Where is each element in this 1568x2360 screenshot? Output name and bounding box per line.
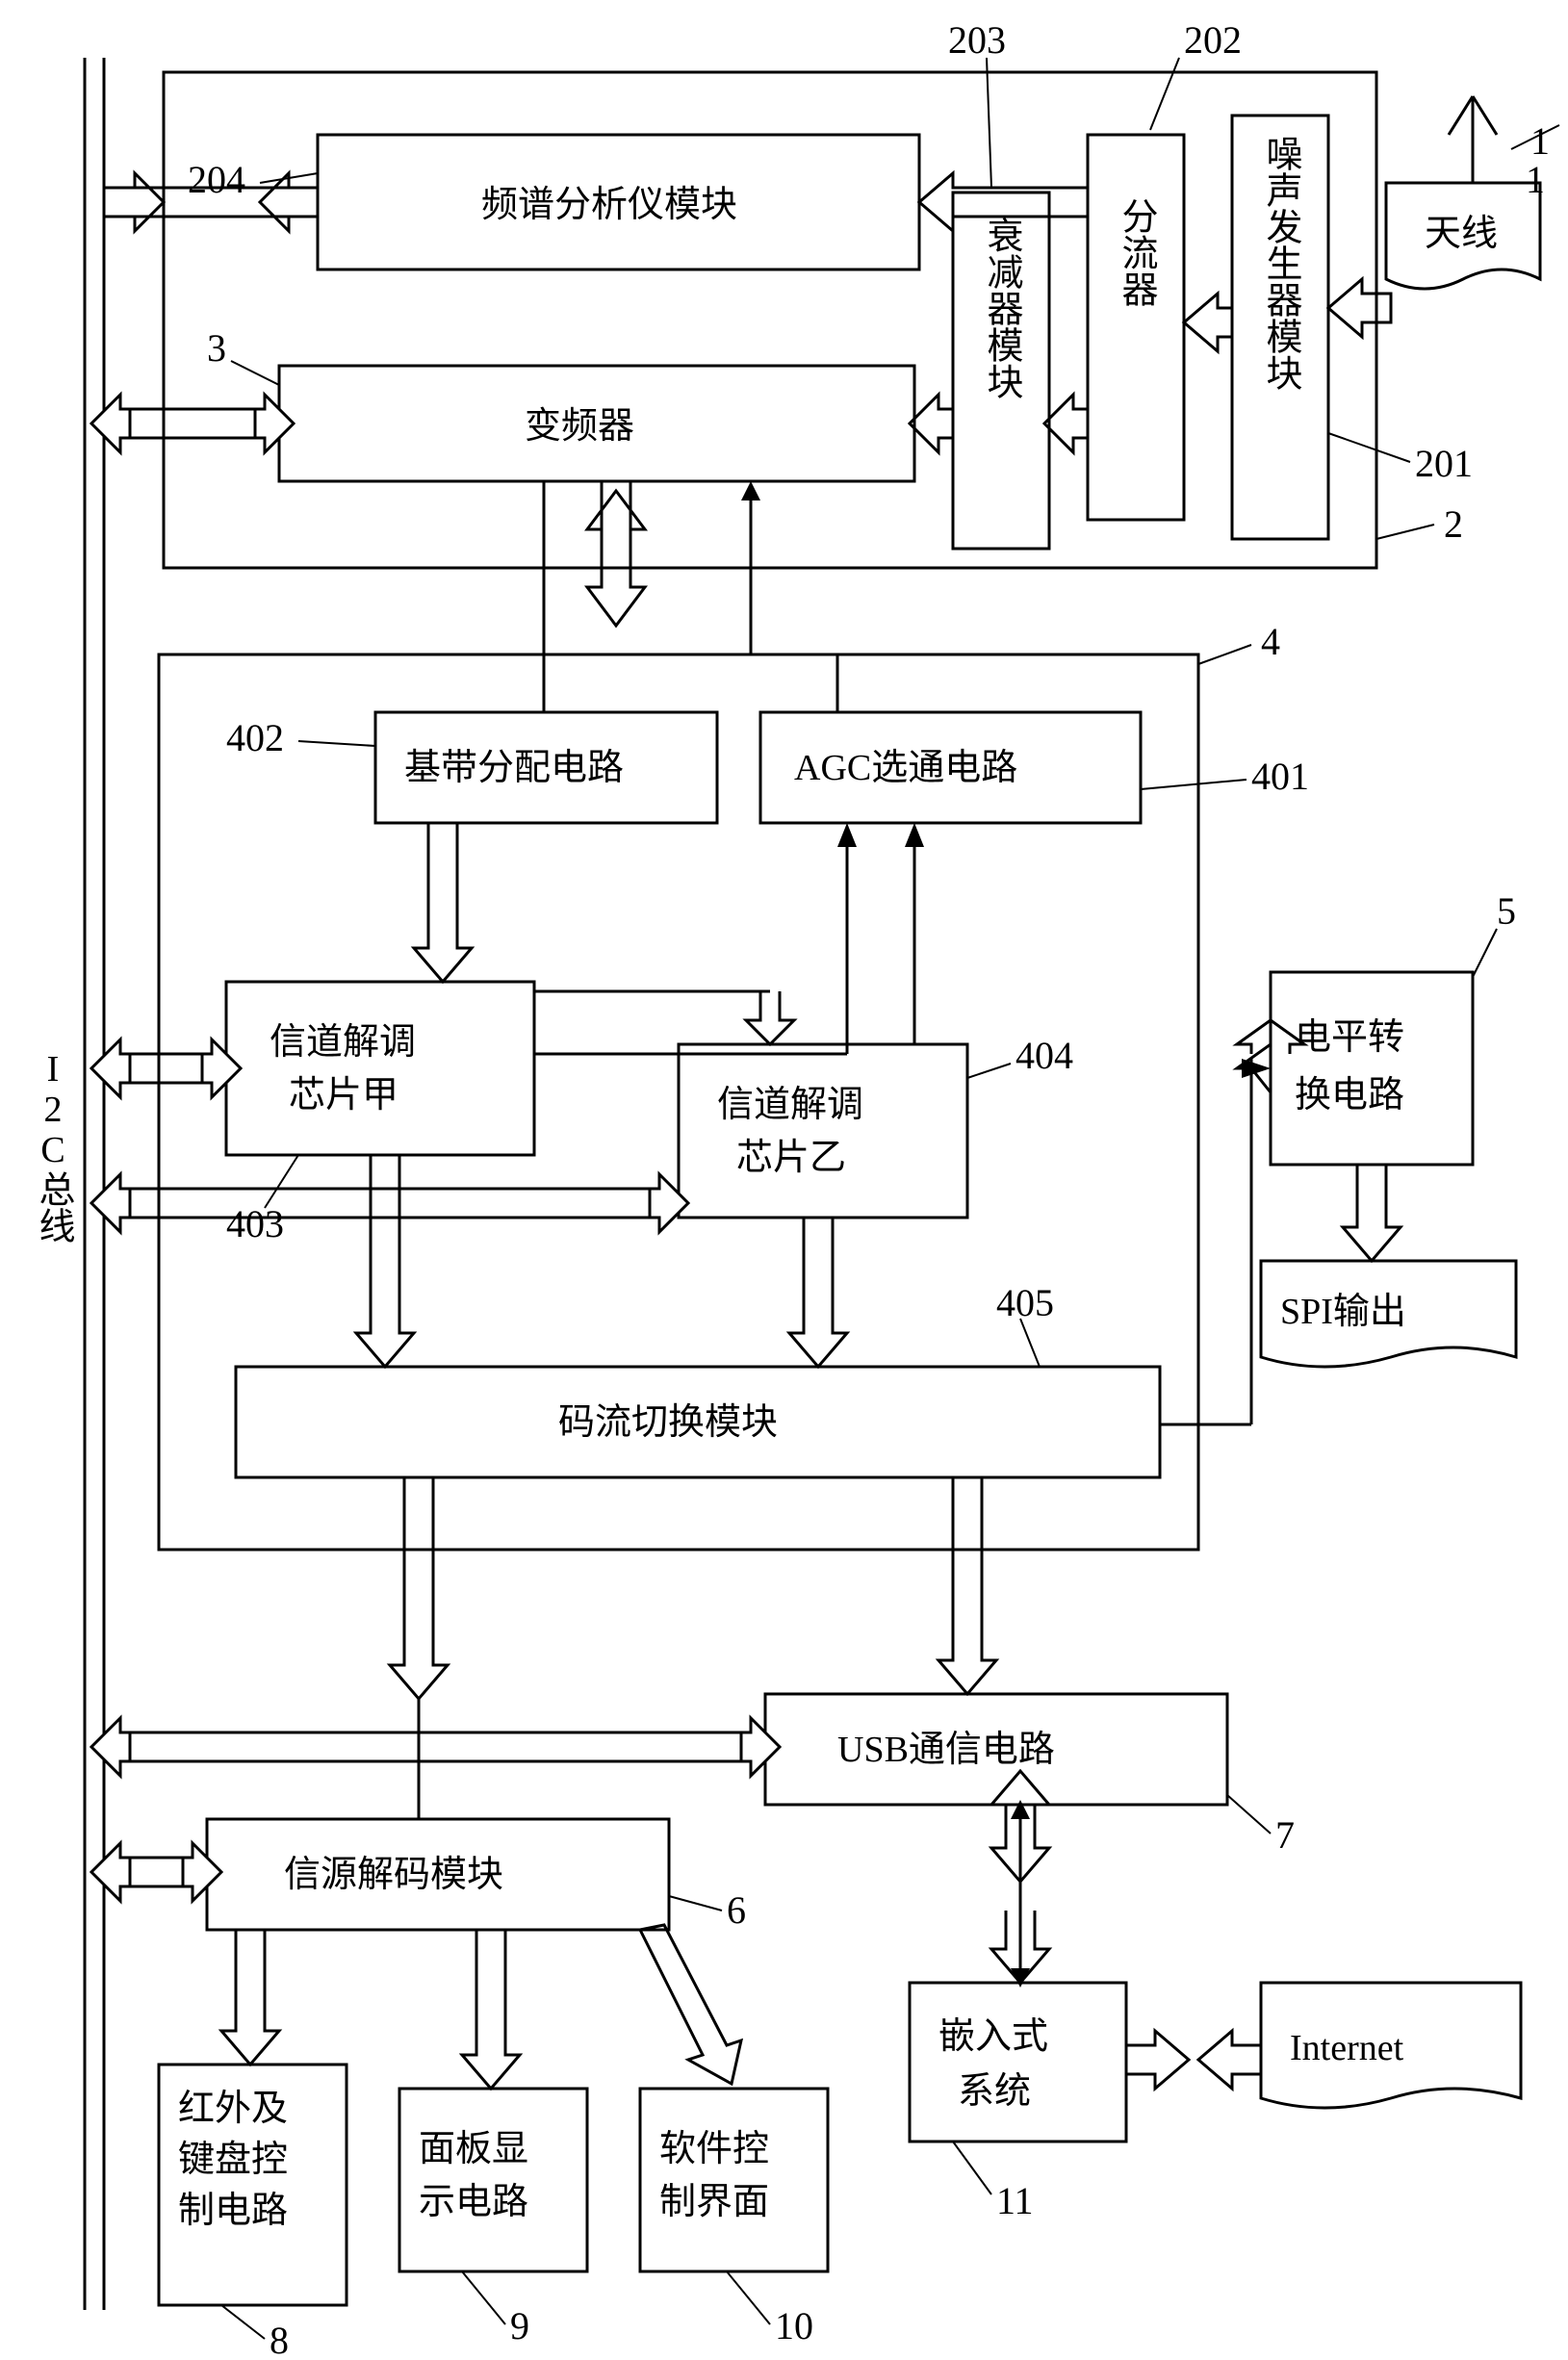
arrow-bb-demoda <box>414 823 472 982</box>
demod-a-label-1: 信道解调 <box>270 1022 416 1063</box>
bus-arrow-demodb <box>91 1174 688 1232</box>
arrow-split-atten <box>1044 395 1088 452</box>
agc-up-arrow <box>741 481 760 500</box>
panel-box <box>399 2089 587 2271</box>
demod-a-box <box>226 982 534 1155</box>
callout-6: 6 <box>727 1888 746 1932</box>
svg-text:Internet: Internet <box>1290 2028 1404 2068</box>
callout-201: 201 <box>1415 442 1473 485</box>
demod-b-box <box>679 1044 967 1218</box>
source-decode-label: 信源解码模块 <box>284 1855 503 1895</box>
callout-8: 8 <box>270 2319 289 2360</box>
agc-label: AGC选通电路 <box>794 748 1017 788</box>
callout-4: 4 <box>1261 620 1280 663</box>
sw-l1: 软件控 <box>659 2129 769 2169</box>
demodb-agc-head <box>905 823 924 847</box>
ir-kbd-l3: 制电路 <box>178 2191 288 2231</box>
callout-2: 2 <box>1444 502 1463 546</box>
callout-404: 404 <box>1015 1034 1073 1077</box>
level-conv-label-2: 换电路 <box>1295 1075 1404 1116</box>
callout-203: 203 <box>948 18 1006 62</box>
svg-text:天线: 天线 <box>1425 214 1498 254</box>
arrow-sd-panel <box>462 1930 520 2089</box>
callout-405: 405 <box>996 1281 1054 1324</box>
converter-label: 变频器 <box>525 406 634 447</box>
sw-l2: 制界面 <box>659 2182 769 2222</box>
attenuator-label: 衰减器模块 <box>981 217 1022 399</box>
callout-402: 402 <box>226 716 284 759</box>
level-conv-box <box>1271 972 1473 1165</box>
arrow-sd-ir <box>221 1930 279 2065</box>
ir-kbd-l2: 键盘控 <box>178 2140 288 2180</box>
callout-3: 3 <box>207 326 226 370</box>
callout-202: 202 <box>1184 18 1242 62</box>
callout-204: 204 <box>188 158 245 201</box>
splitter-label: 分流器 <box>1116 197 1157 307</box>
demod-b-label-2: 芯片乙 <box>736 1138 846 1178</box>
demod-a-label-2: 芯片甲 <box>289 1075 398 1116</box>
callout-401: 401 <box>1251 755 1309 798</box>
container-2 <box>164 72 1376 568</box>
arrow-ss-down-left <box>390 1477 448 1699</box>
arrow-bb-demodb <box>746 991 794 1044</box>
embedded-box <box>910 1983 1126 2142</box>
bus-label: I2C总线 <box>33 1049 74 1244</box>
arrow-sd-sw <box>640 1925 741 2084</box>
callout-403: 403 <box>226 1202 284 1245</box>
callout-5: 5 <box>1497 889 1516 933</box>
callout-7: 7 <box>1275 1813 1295 1857</box>
arrow-noise-split <box>1184 294 1232 351</box>
panel-l2: 示电路 <box>419 2182 528 2222</box>
level-conv-label-1: 电平转 <box>1295 1017 1404 1058</box>
splitter-box <box>1088 135 1184 520</box>
arrow-atten-conv <box>910 395 953 452</box>
callout-1-real: 1 <box>1530 119 1550 163</box>
demoda-agc-head <box>837 823 857 847</box>
antenna-symbol <box>1449 96 1497 183</box>
arrow-antenna-noise <box>1328 279 1391 337</box>
ir-kbd-l1: 红外及 <box>178 2089 288 2129</box>
callout-1: 1 <box>1526 158 1545 201</box>
bus-arrow-source <box>91 1843 221 1901</box>
callout-10: 10 <box>775 2304 813 2347</box>
antenna-node: 天线 <box>1386 183 1540 289</box>
arrow-ss-down-right <box>938 1477 996 1694</box>
spectrum-label: 频谱分析仪模块 <box>481 185 737 225</box>
callout-9: 9 <box>510 2304 529 2347</box>
panel-l1: 面板显 <box>419 2129 528 2169</box>
bus-arrow-demoda <box>91 1039 241 1097</box>
embedded-label-1: 嵌入式 <box>938 2016 1048 2057</box>
callout-11: 11 <box>996 2179 1034 2222</box>
svg-text:SPI输出: SPI输出 <box>1280 1292 1406 1332</box>
arrow-emb-internet-bidir <box>1126 2031 1261 2089</box>
arrow-demoda-ss <box>356 1155 414 1367</box>
noise-gen-label: 噪声发生器模块 <box>1260 135 1301 391</box>
arrow-conv-bidir <box>587 491 645 626</box>
bus-arrow-converter <box>91 395 294 452</box>
arrow-level-spi <box>1343 1165 1401 1261</box>
internet-node: Internet <box>1261 1983 1521 2108</box>
stream-switch-label: 码流切换模块 <box>558 1402 778 1443</box>
arrow-usb-embedded-bidir <box>1011 1800 1030 1988</box>
bus-arrow-usb <box>91 1718 780 1776</box>
spi-out-node: SPI输出 <box>1261 1261 1516 1367</box>
arrow-demodb-ss <box>789 1218 847 1367</box>
baseband-label: 基带分配电路 <box>404 748 624 788</box>
sw-box <box>640 2089 828 2271</box>
demod-b-label-1: 信道解调 <box>717 1085 863 1125</box>
embedded-label-2: 系统 <box>958 2071 1031 2112</box>
usb-comm-label: USB通信电路 <box>837 1730 1055 1770</box>
